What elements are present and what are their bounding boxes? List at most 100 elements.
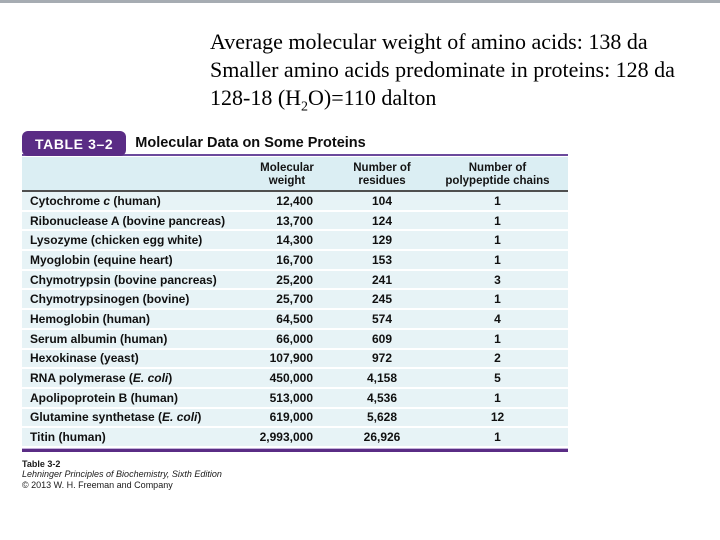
column-header-residues: Number of residues <box>337 162 427 188</box>
table-row: Chymotrypsin (bovine pancreas) 25,200 24… <box>22 270 568 289</box>
molecular-data-table: TABLE 3–2 Molecular Data on Some Protein… <box>22 131 568 490</box>
protein-name-text: ) <box>168 371 173 386</box>
table-header-row: Molecular weight Number of residues Numb… <box>22 157 568 192</box>
table-row: Ribonuclease A (bovine pancreas) 13,700 … <box>22 211 568 230</box>
chains-cell: 1 <box>494 331 501 346</box>
chains-cell: 1 <box>494 213 501 228</box>
table-row: Hexokinase (yeast) 107,900 972 2 <box>22 349 568 368</box>
protein-name-cell: Titin (human) <box>22 430 237 444</box>
residues-cell: 574 <box>371 311 393 326</box>
protein-name-cell: Cytochrome c (human) <box>22 194 237 208</box>
chains-cell: 1 <box>494 430 501 445</box>
molecular-weight-cell: 2,993,000 <box>259 430 313 445</box>
table-row: RNA polymerase (E. coli) 450,000 4,158 5 <box>22 369 568 387</box>
table-row: Apolipoprotein B (human) 513,000 4,536 1 <box>22 388 568 407</box>
protein-name-text: Hexokinase (yeast) <box>30 351 139 366</box>
table-row: Hemoglobin (human) 64,500 574 4 <box>22 310 568 328</box>
protein-name-text: Glutamine synthetase ( <box>30 410 163 425</box>
residues-cell: 26,926 <box>363 430 401 445</box>
protein-name-text: Cytochrome <box>30 193 104 208</box>
protein-name-cell: Ribonuclease A (bovine pancreas) <box>22 214 237 228</box>
protein-name-text: ) <box>197 410 202 425</box>
protein-name-text: Myoglobin (equine heart) <box>30 252 173 267</box>
protein-name-cell: Chymotrypsin (bovine pancreas) <box>22 273 237 287</box>
protein-name-cell: Hexokinase (yeast) <box>22 351 237 365</box>
header-line: Number of <box>468 162 527 174</box>
header-line: Molecular <box>260 162 314 174</box>
annotation-line-text: 128-18 (H <box>210 85 302 110</box>
column-header-polypeptide-chains: Number of polypeptide chains <box>427 162 568 188</box>
chains-cell: 4 <box>494 311 501 326</box>
credit-source: Lehninger Principles of Biochemistry, Si… <box>22 469 222 480</box>
molecular-weight-cell: 64,500 <box>276 311 313 326</box>
annotation-line: 128-18 (H2O)=110 dalton <box>210 84 675 115</box>
molecular-weight-cell: 25,200 <box>276 272 313 287</box>
protein-name-cell: RNA polymerase (E. coli) <box>22 371 237 385</box>
protein-name-cell: Myoglobin (equine heart) <box>22 253 237 267</box>
annotation-line: Smaller amino acids predominate in prote… <box>210 56 675 84</box>
residues-cell: 5,628 <box>366 410 398 425</box>
protein-name-cell: Chymotrypsinogen (bovine) <box>22 292 237 306</box>
molecular-weight-cell: 450,000 <box>269 371 313 386</box>
protein-name-italic: c <box>103 193 111 208</box>
protein-name-cell: Apolipoprotein B (human) <box>22 391 237 405</box>
protein-name-cell: Hemoglobin (human) <box>22 312 237 326</box>
annotation-text-block: Average molecular weight of amino acids:… <box>210 28 675 115</box>
table-number-badge: TABLE 3–2 <box>22 131 127 156</box>
annotation-line-text: Average molecular weight of amino acids:… <box>210 29 648 54</box>
residues-cell: 124 <box>371 213 393 228</box>
slide-top-edge <box>0 0 720 3</box>
protein-name-text: (human) <box>110 193 161 208</box>
residues-cell: 609 <box>371 331 393 346</box>
table-row: Chymotrypsinogen (bovine) 25,700 245 1 <box>22 290 568 309</box>
protein-name-text: Lysozyme (chicken egg white) <box>30 233 203 248</box>
protein-name-text: Ribonuclease A (bovine pancreas) <box>30 213 226 228</box>
protein-name-text: Chymotrypsin (bovine pancreas) <box>30 272 217 287</box>
molecular-weight-cell: 25,700 <box>276 292 313 307</box>
chains-cell: 3 <box>494 272 501 287</box>
molecular-weight-cell: 16,700 <box>276 252 313 267</box>
table-title: Molecular Data on Some Proteins <box>135 134 366 151</box>
table-credits: Table 3-2 Lehninger Principles of Bioche… <box>22 459 568 491</box>
annotation-line-text: Smaller amino acids predominate in prote… <box>210 57 675 82</box>
protein-name-italic: E. coli <box>162 410 198 425</box>
residues-cell: 4,158 <box>366 371 398 386</box>
chains-cell: 1 <box>494 193 501 208</box>
table-row: Myoglobin (equine heart) 16,700 153 1 <box>22 251 568 269</box>
protein-name-text: Hemoglobin (human) <box>30 311 150 326</box>
subscript-text: 2 <box>301 99 309 115</box>
header-line: residues <box>358 175 406 187</box>
molecular-weight-cell: 66,000 <box>276 331 313 346</box>
table-row: Serum albumin (human) 66,000 609 1 <box>22 329 568 348</box>
chains-cell: 1 <box>494 233 501 248</box>
molecular-weight-cell: 12,400 <box>276 193 313 208</box>
chains-cell: 12 <box>490 410 505 425</box>
protein-name-text: Apolipoprotein B (human) <box>30 390 178 405</box>
chains-cell: 5 <box>494 371 501 386</box>
molecular-weight-cell: 14,300 <box>276 233 313 248</box>
residues-cell: 972 <box>371 351 393 366</box>
molecular-weight-cell: 107,900 <box>269 351 313 366</box>
residues-cell: 153 <box>371 252 393 267</box>
residues-cell: 241 <box>371 272 393 287</box>
table-row: Titin (human) 2,993,000 26,926 1 <box>22 428 568 446</box>
protein-name-cell: Lysozyme (chicken egg white) <box>22 233 237 247</box>
table-row: Glutamine synthetase (E. coli) 619,000 5… <box>22 408 568 427</box>
table-row: Lysozyme (chicken egg white) 14,300 129 … <box>22 231 568 250</box>
chains-cell: 1 <box>494 252 501 267</box>
protein-name-text: Serum albumin (human) <box>30 331 168 346</box>
molecular-weight-cell: 513,000 <box>269 390 313 405</box>
table-bottom-rule <box>22 447 568 452</box>
table-title-row: TABLE 3–2 Molecular Data on Some Protein… <box>22 131 568 156</box>
residues-cell: 4,536 <box>366 390 398 405</box>
column-header-molecular-weight: Molecular weight <box>237 162 337 188</box>
protein-name-cell: Serum albumin (human) <box>22 332 237 346</box>
residues-cell: 129 <box>371 233 393 248</box>
credit-table-label: Table 3-2 <box>22 458 61 469</box>
chains-cell: 1 <box>494 390 501 405</box>
protein-name-cell: Glutamine synthetase (E. coli) <box>22 410 237 424</box>
residues-cell: 245 <box>371 292 393 307</box>
header-line: weight <box>268 175 306 187</box>
protein-name-italic: E. coli <box>132 371 169 386</box>
protein-name-text: Titin (human) <box>30 430 106 445</box>
